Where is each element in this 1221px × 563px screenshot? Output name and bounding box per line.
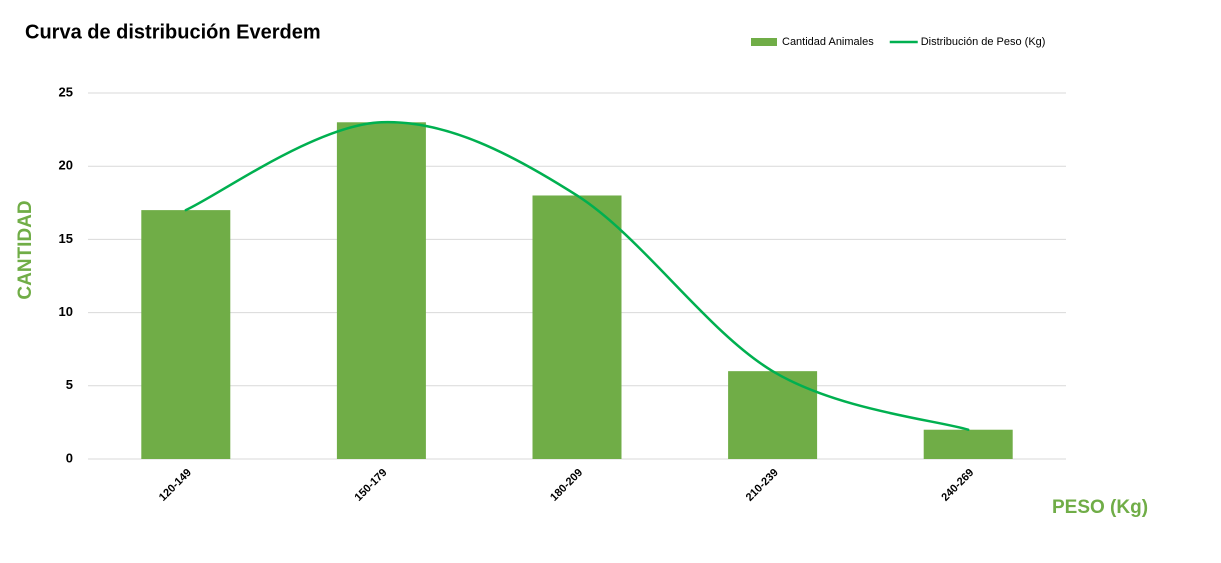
bar xyxy=(336,122,426,459)
y-axis-label: CANTIDAD xyxy=(15,200,36,299)
y-tick-label: 20 xyxy=(59,158,73,173)
x-tick-label: 210-239 xyxy=(744,467,781,504)
x-tick-label: 240-269 xyxy=(939,467,976,504)
legend-swatch xyxy=(751,38,777,46)
bar xyxy=(141,210,231,459)
y-tick-label: 0 xyxy=(66,450,73,465)
y-tick-label: 10 xyxy=(59,304,73,319)
line xyxy=(184,121,970,431)
y-tick-label: 25 xyxy=(59,84,73,99)
bar xyxy=(923,429,1013,459)
bar xyxy=(532,195,622,460)
bar xyxy=(728,371,818,459)
chart-title: Curva de distribución Everdem xyxy=(25,21,321,43)
x-axis-label: PESO (Kg) xyxy=(1052,497,1148,518)
legend-label: Distribución de Peso (Kg) xyxy=(921,36,1046,48)
x-tick-label: 150-179 xyxy=(353,467,390,504)
y-tick-label: 15 xyxy=(59,231,73,246)
legend-label: Cantidad Animales xyxy=(782,36,874,48)
x-tick-label: 120-149 xyxy=(157,467,194,504)
y-tick-label: 5 xyxy=(66,377,73,392)
x-tick-label: 180-209 xyxy=(548,467,585,504)
